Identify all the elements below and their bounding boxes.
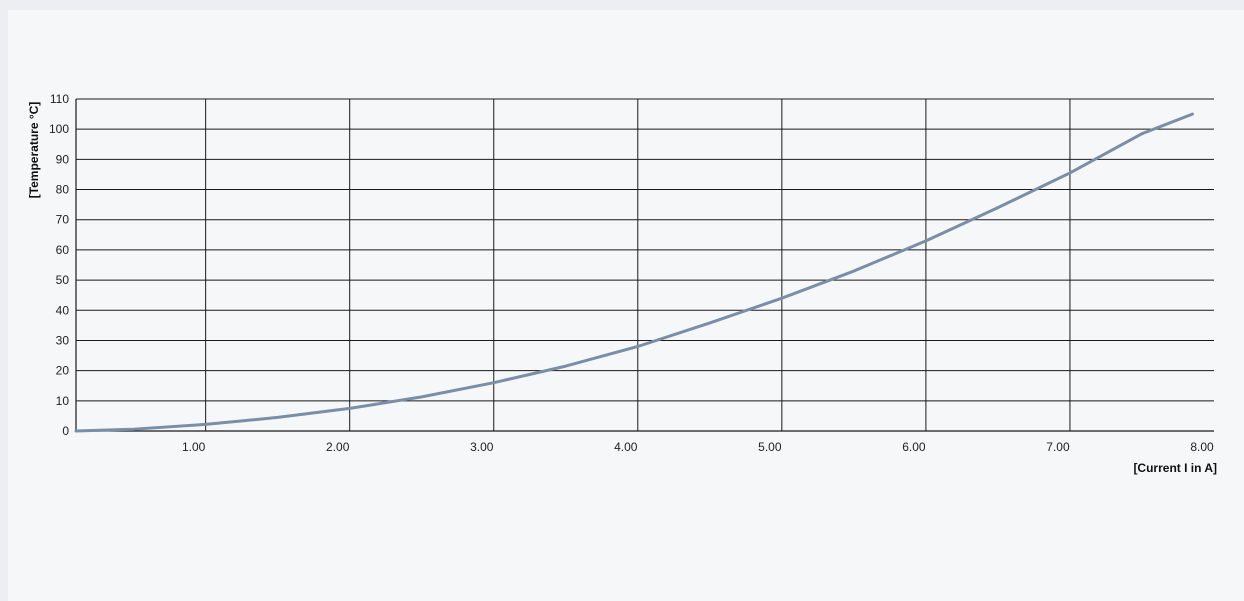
y-tick-label-0: 0 [62,424,69,438]
x-tick-label-4.00: 4.00 [614,440,638,454]
y-tick-label-40: 40 [56,303,70,317]
y-tick-label-110: 110 [50,92,69,106]
y-tick-label-90: 90 [56,152,70,166]
y-tick-label-10: 10 [56,394,70,408]
x-tick-label-6.00: 6.00 [902,440,926,454]
x-axis-title: [Current I in A] [1133,461,1217,475]
y-tick-label-30: 30 [56,333,70,347]
y-tick-label-70: 70 [56,213,70,227]
x-tick-label-1.00: 1.00 [182,440,206,454]
series-line-0 [74,112,1194,433]
y-tick-label-60: 60 [56,243,70,257]
y-axis-title: [Temperature °C] [27,102,41,199]
x-tick-label-5.00: 5.00 [758,440,782,454]
y-tick-label-100: 100 [49,122,69,136]
y-tick-label-80: 80 [56,183,70,197]
x-tick-label-3.00: 3.00 [470,440,494,454]
y-tick-label-20: 20 [56,364,70,378]
chart-panel [8,10,1244,601]
x-tick-label-7.00: 7.00 [1046,440,1070,454]
y-tick-label-50: 50 [56,273,70,287]
x-tick-label-8.00: 8.00 [1190,440,1214,454]
x-tick-label-2.00: 2.00 [326,440,350,454]
